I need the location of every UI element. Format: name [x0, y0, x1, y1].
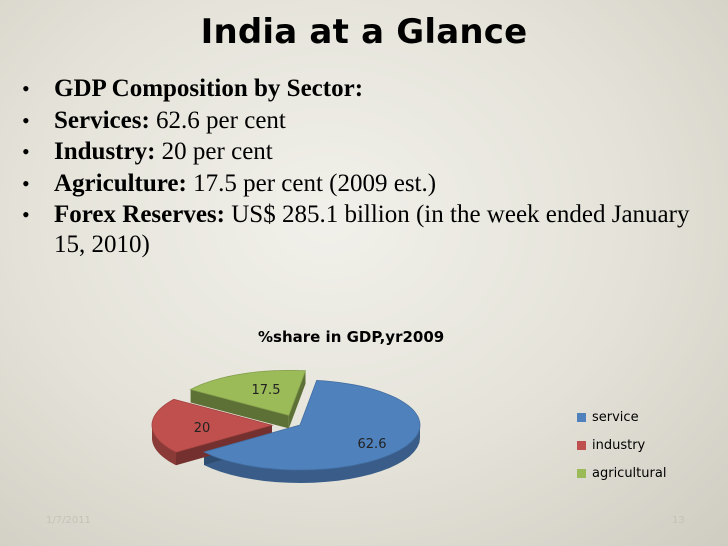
legend-label: agricultural — [592, 465, 667, 481]
bullet-text: 62.6 per cent — [149, 106, 286, 134]
legend-item-industry: industry — [577, 431, 666, 459]
data-label-agricultural: 17.5 — [252, 383, 281, 398]
bullet-dot-icon: • — [22, 76, 30, 101]
legend-item-service: service — [577, 403, 666, 431]
bullet-agriculture: • Agriculture: 17.5 per cent (2009 est.) — [20, 169, 710, 199]
bullet-label: Agriculture: — [54, 169, 187, 197]
footer-page-number: 13 — [672, 515, 685, 526]
legend-label: industry — [592, 437, 646, 453]
bullet-dot-icon: • — [22, 139, 30, 164]
bullet-label: Forex Reserves: — [54, 201, 225, 228]
legend-item-agricultural: agricultural — [577, 459, 666, 487]
footer-date: 1/7/2011 — [46, 515, 91, 526]
bullet-gdp-composition: • GDP Composition by Sector: — [20, 74, 710, 104]
bullet-forex-reserves: • Forex Reserves: US$ 285.1 billion (in … — [20, 200, 710, 260]
chart-legend: service industry agricultural — [577, 403, 666, 487]
bullet-text: 17.5 per cent (2009 est.) — [186, 169, 437, 197]
bullet-dot-icon: • — [22, 202, 30, 227]
legend-swatch — [577, 440, 586, 450]
pie-slice-edge-industry-0 — [176, 425, 273, 466]
bullet-list: • GDP Composition by Sector: • Services:… — [20, 74, 710, 262]
bullet-dot-icon: • — [22, 170, 30, 196]
legend-swatch — [577, 412, 586, 422]
slide-title: India at a Glance — [200, 12, 528, 52]
legend-swatch — [577, 468, 586, 478]
data-label-industry: 20 — [194, 421, 211, 436]
pie-slice-edge-agricultural-1 — [288, 370, 306, 429]
pie-slice-industry — [151, 398, 274, 453]
legend-label: service — [592, 409, 639, 425]
bullet-label: Industry: — [54, 138, 156, 165]
bullet-label: GDP Composition by Sector: — [54, 75, 364, 102]
pie-slice-agricultural — [189, 370, 307, 416]
pie-slice-side-service — [204, 425, 420, 483]
bullet-dot-icon: • — [22, 107, 30, 133]
bullet-services: • Services: 62.6 per cent — [20, 106, 710, 136]
chart-title: %share in GDP,yr2009 — [258, 328, 445, 346]
bullet-label: Services: — [54, 106, 150, 134]
bullet-text: 20 per cent — [155, 138, 273, 165]
bullet-industry: • Industry: 20 per cent — [20, 137, 710, 167]
pie-slice-service — [202, 379, 421, 471]
pie-slice-edge-agricultural-0 — [190, 389, 289, 429]
bullet-text: US$ 285.1 billion (in the week ended Jan… — [54, 201, 690, 258]
data-label-service: 62.6 — [358, 437, 387, 452]
